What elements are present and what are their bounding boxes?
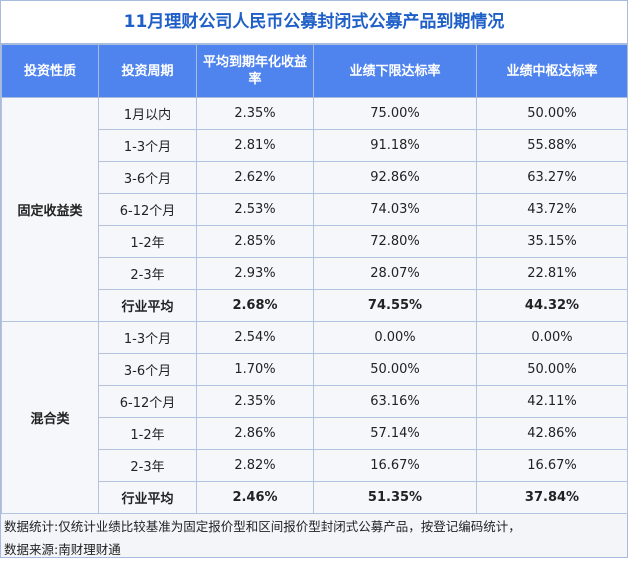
cell: 51.35% <box>313 481 477 514</box>
table-row: 2-3年 2.82% 16.67% 16.67% <box>2 449 628 482</box>
table-row: 3-6个月 2.62% 92.86% 63.27% <box>2 161 628 194</box>
table-row: 行业平均 2.46% 51.35% 37.84% <box>2 481 628 514</box>
cell: 2.46% <box>196 481 314 514</box>
table: 投资性质 投资周期 平均到期年化收益率 业绩下限达标率 业绩中枢达标率 固定收益类 1月以… <box>1 44 628 514</box>
table-row: 混合类 1-3个月 2.54% 0.00% 0.00% <box>1 321 628 514</box>
cell: 1-3个月 <box>98 129 197 162</box>
cell: 37.84% <box>476 481 628 514</box>
cell: 1-2年 <box>98 225 197 258</box>
cell: 2-3年 <box>98 449 197 482</box>
cell: 74.03% <box>313 193 477 226</box>
footnote: 数据统计:仅统计业绩比较基准为固定报价型和区间报价型封闭式公募产品，按登记编码统… <box>4 519 521 534</box>
table-row: 1-2年 2.86% 57.14% 42.86% <box>2 417 628 450</box>
cell: 22.81% <box>476 257 628 290</box>
cell: 43.72% <box>476 193 628 226</box>
header-cell: 投资周期 <box>98 44 197 98</box>
cell: 72.80% <box>313 225 477 258</box>
header-cell: 平均到期年化收益率 <box>196 44 314 98</box>
cell: 行业平均 <box>98 481 197 514</box>
cell: 1.70% <box>196 353 314 386</box>
cell: 63.27% <box>476 161 628 194</box>
cell: 2.86% <box>196 417 314 450</box>
cell: 28.07% <box>313 257 477 290</box>
cell: 6-12个月 <box>98 193 197 226</box>
table-row: 2-3年 2.93% 28.07% 22.81% <box>2 257 628 290</box>
cell: 0.00% <box>313 321 477 354</box>
cell: 3-6个月 <box>98 353 197 386</box>
cell: 75.00% <box>313 97 477 130</box>
table-row: 1-2年 2.85% 72.80% 35.15% <box>2 225 628 258</box>
footnote: 数据来源:南财理财通 <box>4 542 121 557</box>
cell: 50.00% <box>313 353 477 386</box>
cell: 1-3个月 <box>98 321 197 354</box>
cell: 2.53% <box>196 193 314 226</box>
cell: 2.82% <box>196 449 314 482</box>
cell: 6-12个月 <box>98 385 197 418</box>
cell: 44.32% <box>476 289 628 322</box>
cell: 2.81% <box>196 129 314 162</box>
table-row: 行业平均 2.68% 74.55% 44.32% <box>2 289 628 322</box>
cell: 1月以内 <box>98 97 197 130</box>
cell: 42.86% <box>476 417 628 450</box>
cell: 55.88% <box>476 129 628 162</box>
table-row: 1-3个月 2.81% 91.18% 55.88% <box>2 129 628 162</box>
cell: 50.00% <box>476 353 628 386</box>
cell: 42.11% <box>476 385 628 418</box>
cell: 16.67% <box>313 449 477 482</box>
group-cell: 混合类 <box>1 321 99 514</box>
group-cell: 固定收益类 <box>1 97 99 322</box>
cell: 行业平均 <box>98 289 197 322</box>
header-row: 投资性质 投资周期 平均到期年化收益率 业绩下限达标率 业绩中枢达标率 <box>1 44 628 98</box>
cell: 91.18% <box>313 129 477 162</box>
table-row: 固定收益类 1月以内 2.35% 75.00% 50.00% <box>1 97 628 322</box>
cell: 92.86% <box>313 161 477 194</box>
header-cell: 业绩中枢达标率 <box>476 44 628 98</box>
cell: 16.67% <box>476 449 628 482</box>
cell: 2.35% <box>196 385 314 418</box>
table-row: 6-12个月 2.35% 63.16% 42.11% <box>2 385 628 418</box>
cell: 2.93% <box>196 257 314 290</box>
footnotes: 数据统计:仅统计业绩比较基准为固定报价型和区间报价型封闭式公募产品，按登记编码统… <box>1 514 627 562</box>
cell: 2.85% <box>196 225 314 258</box>
cell: 74.55% <box>313 289 477 322</box>
table-body: 固定收益类 1月以内 2.35% 75.00% 50.00% 1-3个月 2.81% 91.1… <box>1 97 628 514</box>
header-cell: 业绩下限达标率 <box>313 44 477 98</box>
table-row: 6-12个月 2.53% 74.03% 43.72% <box>2 193 628 226</box>
cell: 2.62% <box>196 161 314 194</box>
cell: 57.14% <box>313 417 477 450</box>
cell: 0.00% <box>476 321 628 354</box>
cell: 1-2年 <box>98 417 197 450</box>
cell: 2.68% <box>196 289 314 322</box>
cell: 2-3年 <box>98 257 197 290</box>
table-row: 3-6个月 1.70% 50.00% 50.00% <box>2 353 628 386</box>
title: 11月理财公司人民币公募封闭式公募产品到期情况 <box>1 1 627 44</box>
cell: 50.00% <box>476 97 628 130</box>
cell: 35.15% <box>476 225 628 258</box>
header-cell: 投资性质 <box>1 44 99 98</box>
cell: 2.35% <box>196 97 314 130</box>
cell: 63.16% <box>313 385 477 418</box>
cell: 3-6个月 <box>98 161 197 194</box>
cell: 2.54% <box>196 321 314 354</box>
